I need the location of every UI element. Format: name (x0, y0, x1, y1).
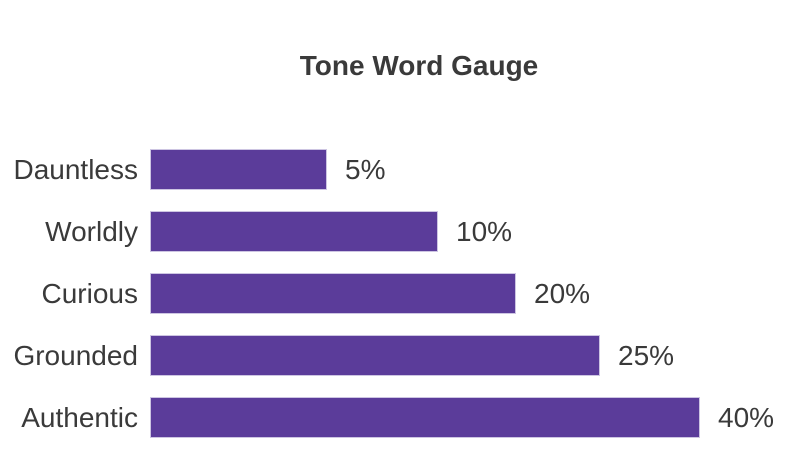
category-label: Curious (41, 277, 138, 309)
category-label: Worldly (45, 215, 138, 247)
value-label: 5% (345, 153, 386, 185)
value-label: 20% (534, 277, 591, 309)
chart-title: Tone Word Gauge (299, 50, 539, 81)
bar-rows: Dauntless 5% Worldly 10% Curious 20% Gro… (0, 149, 792, 459)
bar-curious (150, 273, 516, 314)
category-label: Grounded (13, 339, 138, 371)
bar-grounded (150, 335, 600, 376)
value-label: 40% (718, 401, 775, 433)
value-label: 25% (618, 339, 675, 371)
bar-authentic (150, 397, 700, 438)
bar-row: Authentic 40% (0, 397, 792, 438)
bar-row: Worldly 10% (0, 211, 792, 252)
bar-worldly (150, 211, 438, 252)
bar-dauntless (150, 149, 327, 190)
bar-row: Dauntless 5% (0, 149, 792, 190)
bar-row: Curious 20% (0, 273, 792, 314)
value-label: 10% (456, 215, 513, 247)
category-label: Authentic (21, 401, 138, 433)
bar-row: Grounded 25% (0, 335, 792, 376)
category-label: Dauntless (13, 153, 138, 185)
